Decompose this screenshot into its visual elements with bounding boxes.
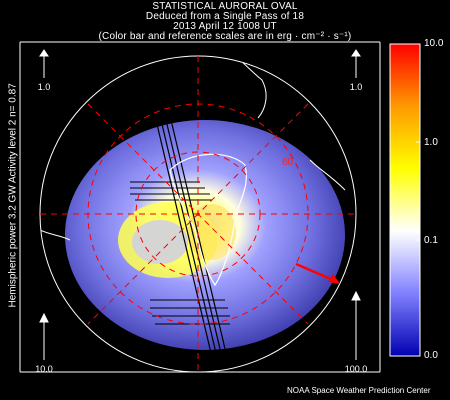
scale-bottom-left-value: 10.0: [35, 364, 53, 374]
scale-top-right-value: 1.0: [349, 82, 363, 92]
colorbar-tick-0-1: 0.1: [424, 235, 438, 246]
map-title: STATISTICAL AURORAL OVAL: [152, 1, 298, 12]
subtitle-units: (Color bar and reference scales are in e…: [98, 31, 352, 42]
sun-direction-arrow: [295, 262, 340, 284]
colorbar-tick-10: 10.0: [424, 38, 444, 49]
coastline-greenland: [169, 153, 247, 287]
colorbar-tick-0: 0.0: [424, 350, 438, 361]
coastline-east: [309, 159, 346, 191]
subtitle-datetime: 2013 April 12 1008 UT: [173, 21, 277, 32]
lat-lon-grid: [40, 56, 356, 372]
colorbar-tick-1: 1.0: [424, 137, 438, 148]
scale-top-left-value: 1.0: [37, 82, 51, 92]
reference-arrows: [39, 49, 361, 360]
latitude-label: 60: [282, 157, 294, 168]
colorbar-ticks: [416, 43, 420, 357]
auroral-oval-data: [40, 56, 346, 371]
colorbar: [389, 43, 421, 357]
coastline-west: [40, 229, 71, 241]
subtitle-pass: Deduced from a Single Pass of 18: [145, 11, 305, 22]
credit-footer: NOAA Space Weather Prediction Center: [287, 386, 431, 395]
scale-bottom-right-value: 100.0: [344, 364, 368, 374]
